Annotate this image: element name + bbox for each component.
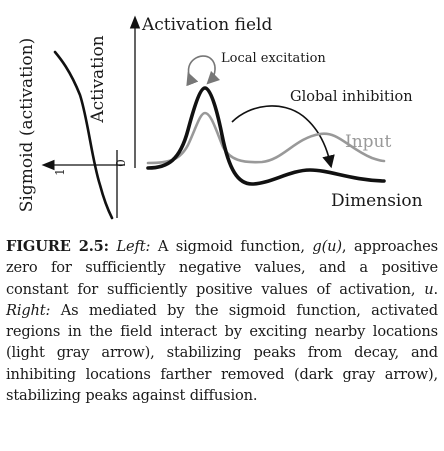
- caption-left-word: Left:: [116, 238, 151, 255]
- field-figure: Sigmoid (activation) Activation 1 0 Acti…: [17, 15, 423, 220]
- global-inhibition-label: Global inhibition: [290, 89, 413, 105]
- input-curve: [146, 111, 386, 165]
- global-inhibition-arrow: [231, 105, 335, 169]
- caption-u-var: u: [424, 280, 434, 298]
- sigmoid-curve: [53, 50, 114, 220]
- caption-text-3: .: [433, 280, 439, 298]
- input-label: Input: [345, 132, 391, 152]
- sigmoid-outer-label: Sigmoid (activation): [17, 38, 37, 212]
- caption-text-2: , approaches zero for sufficiently negat…: [6, 238, 439, 298]
- tick-zero-label: 0: [114, 159, 128, 167]
- activation-curve: [146, 86, 386, 186]
- figure-number: FIGURE 2.5:: [6, 238, 109, 255]
- figure-caption: FIGURE 2.5: Left: A sigmoid function, g(…: [6, 236, 438, 406]
- caption-text-1: A sigmoid function,: [150, 238, 313, 255]
- caption-text-4: As mediated by the sigmoid function, act…: [6, 301, 438, 405]
- tick-one-label: 1: [53, 168, 67, 176]
- caption-right-word: Right:: [6, 301, 51, 319]
- local-excitation-arrow: [186, 55, 221, 87]
- activation-axis-label: Activation: [88, 35, 108, 123]
- local-excitation-label: Local excitation: [221, 51, 326, 66]
- caption-g-of-u: g(u): [312, 238, 342, 255]
- field-title: Activation field: [141, 15, 272, 35]
- dimension-label: Dimension: [331, 191, 423, 211]
